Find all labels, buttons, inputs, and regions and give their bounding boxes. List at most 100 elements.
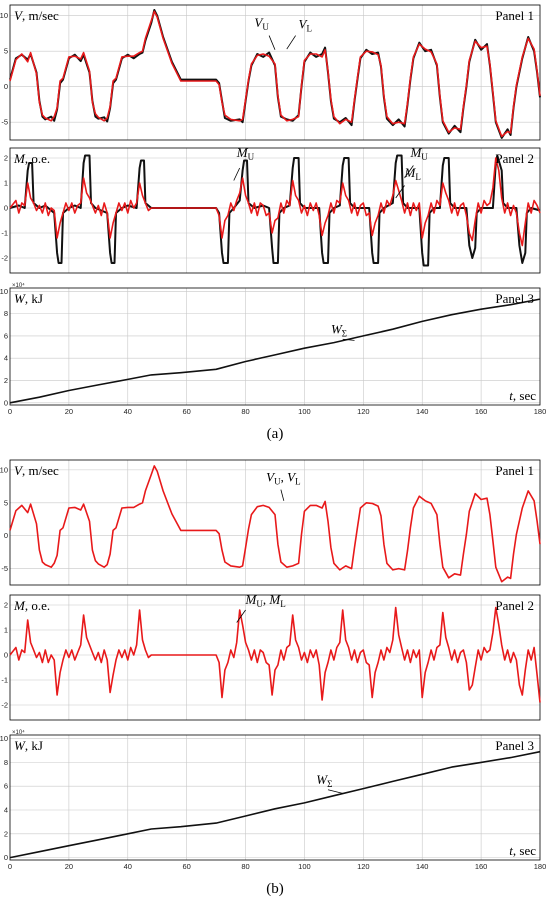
annotation-symbol: M	[236, 145, 249, 160]
y-axis-label: W, kJ	[14, 738, 43, 753]
y-axis-label-unit: , o.e.	[25, 151, 50, 166]
y-tick-label: 0	[4, 853, 8, 862]
y-tick-label: -5	[1, 564, 8, 573]
y-tick-label: 0	[4, 82, 8, 91]
annotation-subscript: U	[248, 152, 255, 162]
x-tick-label: 160	[475, 407, 488, 416]
y-tick-label: 2	[4, 154, 8, 163]
x-tick-label: 120	[357, 407, 370, 416]
panel-label: Panel 1	[495, 8, 534, 23]
y-tick-label: -2	[1, 254, 8, 263]
x-tick-label: 80	[241, 862, 249, 871]
y-axis-label: V, m/sec	[14, 463, 59, 478]
y-axis-label-symbol: M	[13, 151, 26, 166]
annotation-arrow	[342, 338, 355, 341]
annotation: MU, ML	[245, 592, 286, 609]
y-axis-label-symbol: V	[14, 8, 24, 23]
annotation-arrow	[233, 167, 241, 181]
x-tick-label: 40	[124, 407, 132, 416]
plot-frame	[9, 459, 541, 586]
x-tick-label: 40	[124, 862, 132, 871]
annotation: VU, VL	[266, 470, 300, 487]
y-axis-label-unit: , kJ	[25, 291, 43, 306]
annotation-arrow	[280, 489, 285, 501]
x-tick-label: 80	[241, 407, 249, 416]
y-tick-label: 5	[4, 47, 8, 56]
annotation-separator: ,	[281, 470, 288, 485]
y-axis-label: M, o.e.	[13, 151, 50, 166]
y-tick-label: 10	[0, 287, 8, 296]
y-tick-label: 2	[4, 376, 8, 385]
y-tick-label: 4	[4, 806, 8, 815]
y-axis-label: V, m/sec	[14, 8, 59, 23]
y-tick-label: -5	[1, 118, 8, 127]
panel-label: Panel 3	[495, 291, 534, 306]
plot-frame	[9, 594, 541, 721]
x-tick-label: 140	[416, 862, 429, 871]
series-line-V_L	[9, 465, 541, 583]
x-tick-label: 0	[8, 407, 12, 416]
y-tick-label: 8	[4, 758, 8, 767]
annotation-arrow	[236, 609, 246, 623]
x-tick-label: 60	[182, 407, 190, 416]
axis-exponent-label: ×10⁴	[12, 729, 25, 736]
x-axis-label-symbol: t	[509, 388, 513, 403]
x-tick-label: 60	[182, 862, 190, 871]
y-axis-label-symbol: W	[14, 291, 26, 306]
series-line-V_L	[9, 10, 541, 138]
annotation-arrow	[395, 185, 405, 199]
y-tick-label: 8	[4, 309, 8, 318]
annotation: WΣ	[331, 322, 347, 339]
plot-frame	[9, 287, 541, 406]
series-line-M_L	[9, 606, 541, 703]
y-axis-label-symbol: W	[14, 738, 26, 753]
y-tick-label: 10	[0, 465, 8, 474]
y-axis-label-unit: , o.e.	[25, 598, 50, 613]
annotation-arrow	[268, 35, 276, 50]
annotation-symbol: V	[299, 16, 309, 31]
x-tick-label: 100	[298, 407, 311, 416]
x-tick-label: 180	[534, 862, 547, 871]
y-tick-label: 6	[4, 331, 8, 340]
annotation-subscript: Σ	[327, 779, 332, 789]
annotation-symbol-2: V	[287, 470, 297, 485]
annotation-subscript: Σ	[342, 329, 347, 339]
x-axis-label-unit: , sec	[513, 388, 536, 403]
annotation-subscript: U	[274, 477, 281, 487]
annotation-subscript: L	[415, 172, 421, 182]
y-tick-label: 10	[0, 11, 8, 20]
annotation-arrow	[327, 789, 343, 794]
x-tick-label: 140	[416, 407, 429, 416]
figure-label-a: (a)	[267, 426, 284, 442]
annotation-separator: ,	[263, 592, 270, 607]
y-tick-label: -1	[1, 229, 8, 238]
x-tick-label: 0	[8, 862, 12, 871]
annotation-arrow	[286, 35, 296, 50]
x-axis-label-unit: , sec	[513, 843, 536, 858]
annotation: VU	[254, 15, 269, 32]
series-line-W_Σ	[9, 750, 541, 859]
y-axis-label: M, o.e.	[13, 598, 50, 613]
annotation: WΣ	[316, 772, 332, 789]
x-tick-label: 180	[534, 407, 547, 416]
y-tick-label: 0	[4, 531, 8, 540]
axis-exponent-label: ×10⁴	[12, 282, 25, 289]
y-tick-label: 1	[4, 626, 8, 635]
x-tick-label: 160	[475, 862, 488, 871]
plot-frame	[9, 734, 541, 861]
annotation: MU	[236, 145, 255, 162]
annotation-subscript: U	[256, 599, 263, 609]
annotation-subscript-2: L	[295, 477, 301, 487]
x-tick-label: 120	[357, 862, 370, 871]
x-tick-label: 20	[65, 407, 73, 416]
y-axis-label-symbol: M	[13, 598, 26, 613]
y-tick-label: 2	[4, 601, 8, 610]
annotation-symbol: M	[245, 592, 258, 607]
x-axis-label: t, sec	[509, 388, 536, 403]
annotation: MU	[409, 145, 428, 162]
